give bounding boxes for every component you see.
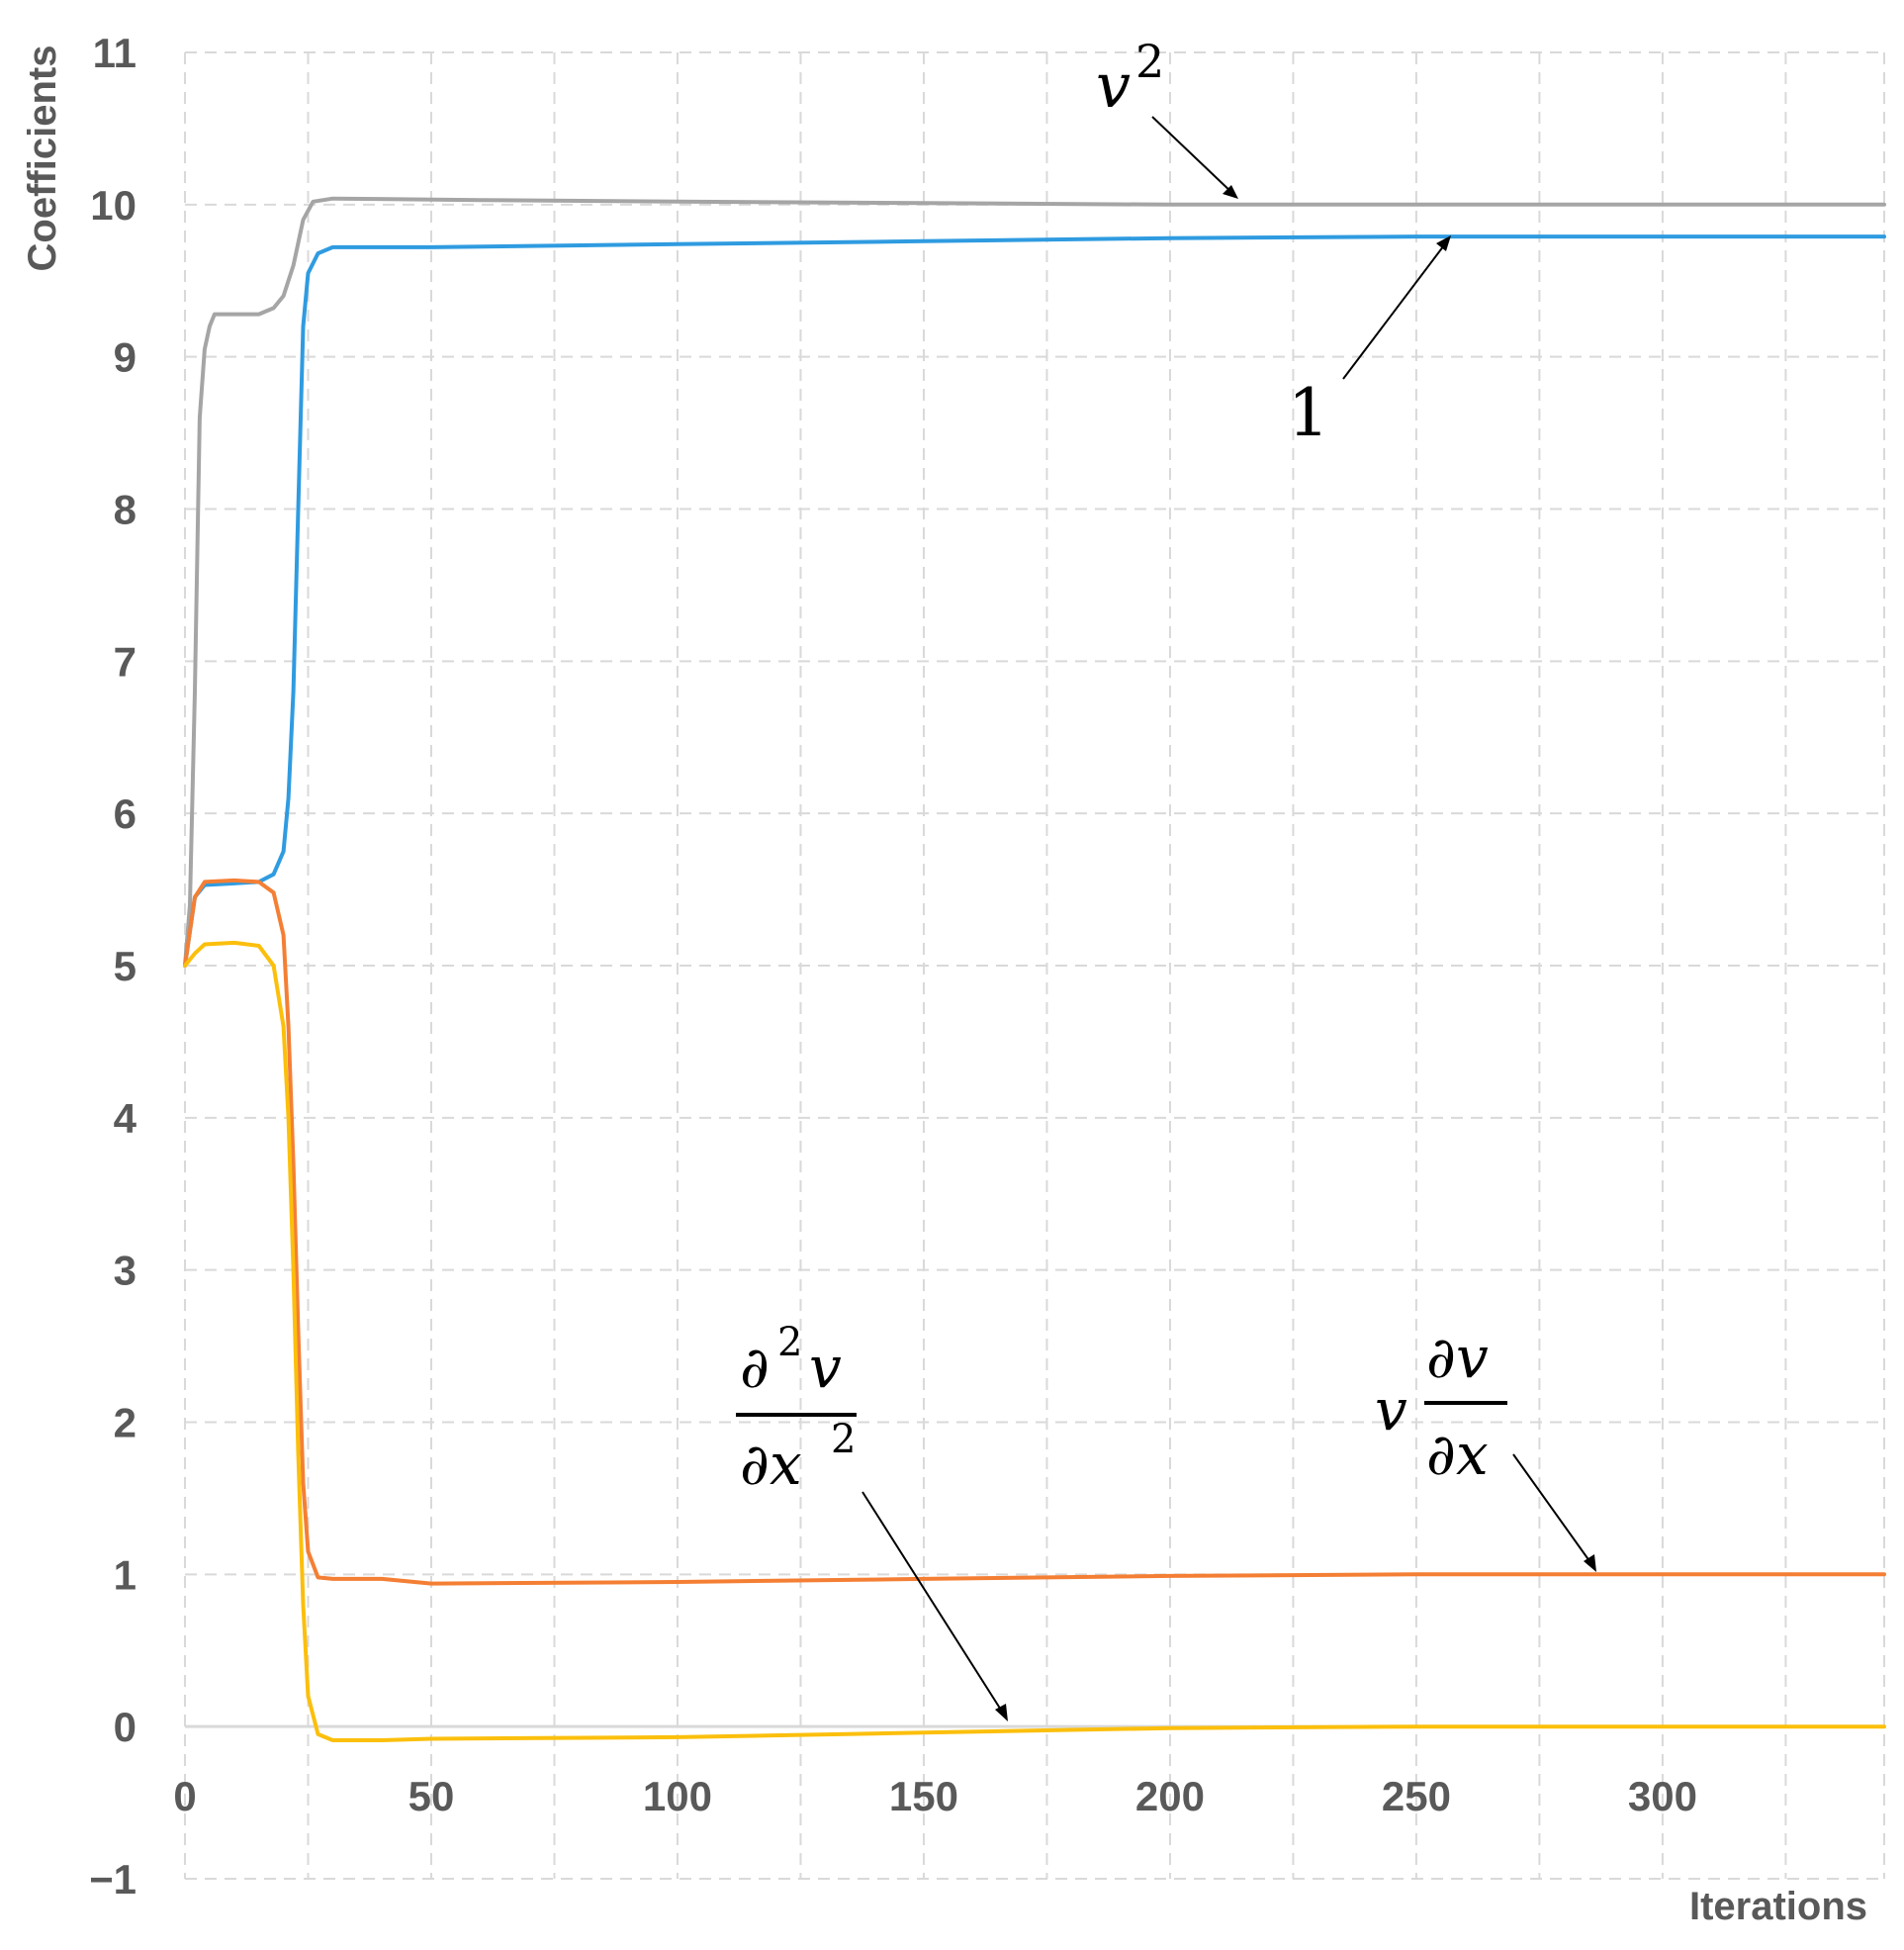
- v-squared-base: v: [1096, 49, 1131, 122]
- series-line-1: [183, 196, 1886, 968]
- grid: [184, 51, 1885, 1880]
- d2v-pointer: [861, 1491, 1005, 1716]
- x-tick-label: 100: [643, 1773, 712, 1819]
- y-tick-label: 2: [114, 1400, 136, 1446]
- one-label: 1: [1288, 375, 1329, 451]
- series-line-4: [183, 940, 1886, 1742]
- y-tick-label: 10: [90, 182, 136, 229]
- d2v-den-exp: 2: [831, 1417, 856, 1462]
- y-tick-label: 7: [114, 638, 136, 685]
- x-tick-label: 50: [408, 1773, 455, 1819]
- d2v-num-v: v: [809, 1334, 842, 1401]
- x-tick-label: 250: [1382, 1773, 1451, 1819]
- annotation-v-squared: v 2: [1096, 35, 1238, 199]
- v-dvdx-coef: v: [1375, 1376, 1407, 1443]
- y-tick-label: 6: [114, 790, 136, 837]
- y-tick-label: 5: [114, 943, 136, 989]
- x-tick-label: 150: [889, 1773, 958, 1819]
- y-tick-label: 11: [93, 30, 136, 76]
- y-tick-label: 4: [114, 1095, 137, 1142]
- y-tick-label: 3: [114, 1248, 136, 1294]
- d2v-den-dx: ∂x: [740, 1431, 802, 1498]
- v-squared-exp: 2: [1135, 35, 1164, 88]
- x-tick-label: 0: [173, 1773, 196, 1819]
- annotation-d2v-dx2: ∂ 2 v ∂x 2: [736, 1320, 1008, 1721]
- series-lines: [183, 196, 1886, 1742]
- v-squared-pointer: [1151, 116, 1235, 196]
- one-arrowhead: [1436, 235, 1451, 251]
- d2v-num-d: ∂: [740, 1334, 770, 1401]
- y-tick-label: 1: [114, 1551, 136, 1598]
- d2v-arrowhead: [995, 1704, 1008, 1721]
- y-axis-label: Coefficients: [21, 46, 64, 272]
- x-axis-label: Iterations: [1689, 1885, 1867, 1928]
- v-dvdx-pointer: [1512, 1453, 1593, 1566]
- v-dvdx-arrowhead: [1584, 1554, 1596, 1572]
- series-line-3: [183, 878, 1886, 1586]
- series-line-2: [183, 234, 1886, 968]
- x-tick-label: 200: [1135, 1773, 1205, 1819]
- annotation-one: 1: [1288, 235, 1451, 451]
- d2v-num-exp: 2: [777, 1320, 802, 1365]
- x-tick-label: 300: [1628, 1773, 1697, 1819]
- v-dvdx-num: ∂v: [1426, 1324, 1489, 1391]
- v-squared-arrowhead: [1223, 185, 1238, 199]
- v-dvdx-den: ∂x: [1426, 1421, 1489, 1488]
- annotation-v-dvdx: v ∂v ∂x: [1375, 1324, 1596, 1572]
- tick-labels: −1 0 1 2 3 4 5 6 7 8 9 10 11 0 50 100 150 200 250 300: [89, 30, 1697, 1903]
- one-pointer: [1342, 240, 1448, 380]
- y-tick-label: 0: [114, 1704, 136, 1750]
- y-tick-label: −1: [89, 1856, 136, 1903]
- y-tick-label: 9: [114, 334, 136, 381]
- y-tick-label: 8: [114, 487, 136, 533]
